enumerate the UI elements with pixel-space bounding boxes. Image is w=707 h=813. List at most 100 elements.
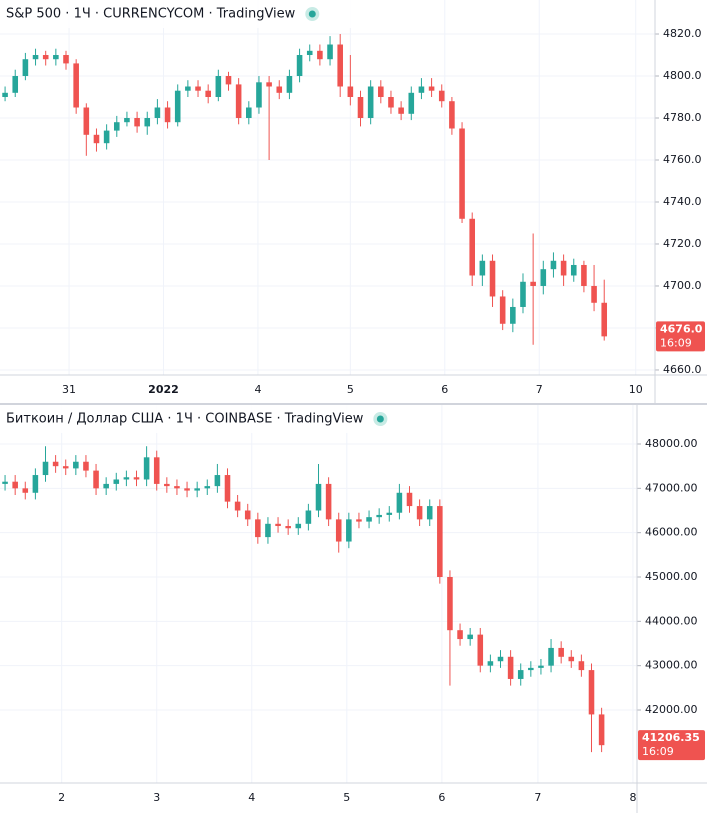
candle-body (225, 76, 232, 85)
candle-body (22, 488, 29, 493)
candle-body (134, 118, 140, 127)
y-tick-label: 43000.00 (645, 659, 698, 672)
candle-body (93, 470, 99, 489)
x-tick-label: 2022 (148, 383, 179, 396)
candle-body (317, 50, 323, 60)
price-tag (638, 730, 705, 761)
chart-title: Биткоин / Доллар США · 1Ч · COINBASE · T… (6, 412, 364, 427)
candle-body (73, 461, 79, 469)
candle-body (346, 519, 352, 542)
price-tag-time: 16:09 (660, 336, 692, 349)
candle-body (406, 492, 413, 507)
candle-body (194, 488, 200, 491)
candle-body (479, 260, 486, 276)
x-tick-label: 31 (62, 383, 76, 396)
candle-body (538, 665, 544, 668)
candle-body (499, 296, 506, 324)
candle-body (174, 90, 181, 123)
y-tick-label: 4660.0 (663, 363, 702, 376)
candle-body (315, 483, 322, 511)
y-tick-label: 45000.00 (645, 570, 698, 583)
candle-body (467, 634, 473, 640)
candle-body (265, 523, 271, 538)
y-tick-label: 48000.00 (645, 437, 698, 450)
candle-body (570, 264, 577, 276)
candle-body (568, 656, 575, 662)
candle-body (52, 461, 59, 467)
status-dot (376, 415, 384, 423)
candle-body (398, 107, 404, 114)
y-tick-label: 4720.0 (663, 237, 702, 250)
candle-body (276, 86, 283, 93)
candle-body (12, 481, 18, 489)
candle-body (204, 486, 211, 489)
candle-body (214, 475, 221, 487)
candle-body (520, 281, 526, 307)
candle-body (418, 86, 425, 93)
candle-body (73, 63, 79, 108)
candle-body (581, 264, 587, 286)
x-tick-label: 6 (441, 383, 448, 396)
x-tick-label: 10 (629, 383, 643, 396)
status-dot (308, 10, 316, 18)
y-tick-label: 4700.0 (663, 279, 702, 292)
candle-body (2, 92, 8, 98)
candle-body (83, 107, 90, 135)
candle-body (22, 59, 29, 77)
candle-body (63, 55, 69, 64)
candle-body (437, 506, 443, 577)
y-tick-label: 4760.0 (663, 153, 702, 166)
candle-body (588, 670, 595, 715)
candle-body (528, 667, 534, 671)
candle-body (215, 76, 222, 98)
candle-body (578, 661, 585, 671)
price-tag (656, 321, 705, 352)
candle-body (325, 483, 332, 520)
price-tag-time: 16:09 (642, 745, 674, 758)
candle-body (275, 523, 281, 527)
price-tag-label: 41206.35 (642, 731, 700, 744)
candle-body (507, 656, 514, 679)
candle-body (53, 55, 59, 60)
candle-body (386, 512, 393, 515)
candle-body (510, 306, 516, 324)
candle-body (285, 526, 291, 529)
candle-body (376, 514, 382, 518)
candle-body (487, 661, 494, 666)
candle-body (469, 218, 476, 276)
candle-body (548, 647, 554, 666)
candle-body (477, 634, 484, 666)
y-tick-label: 42000.00 (645, 703, 698, 716)
x-tick-label: 7 (534, 791, 541, 804)
candle-body (459, 128, 465, 219)
x-tick-label: 7 (536, 383, 543, 396)
candle-body (327, 44, 333, 60)
y-tick-label: 4740.0 (663, 195, 702, 208)
candle-body (144, 118, 151, 127)
candle-body (164, 483, 170, 487)
candle-body (143, 457, 150, 480)
candle-body (530, 281, 536, 286)
candle-body (366, 517, 372, 522)
candle-body (174, 486, 180, 489)
candle-body (356, 519, 362, 522)
candle-body (42, 461, 49, 476)
x-tick-label: 5 (347, 383, 354, 396)
x-tick-label: 4 (254, 383, 261, 396)
candle-body (286, 76, 293, 93)
candle-body (266, 82, 272, 87)
candle-body (560, 260, 567, 276)
candle-body (305, 510, 312, 524)
candle-body (32, 55, 39, 60)
candle-body (357, 97, 364, 119)
candle-body (124, 118, 130, 123)
y-tick-label: 4780.0 (663, 111, 702, 124)
y-tick-label: 4800.0 (663, 69, 702, 82)
candle-body (601, 302, 608, 337)
candle-body (347, 86, 354, 98)
candle-body (246, 107, 252, 119)
title-bg (0, 405, 430, 433)
x-tick-label: 6 (438, 791, 445, 804)
candle-body (256, 82, 262, 108)
